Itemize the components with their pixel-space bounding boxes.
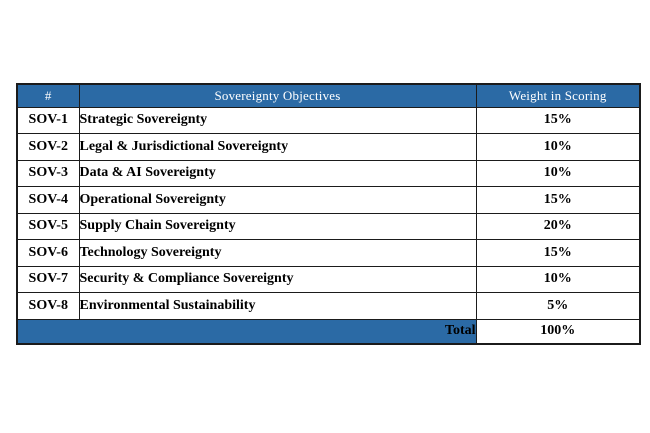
objective-cell: Supply Chain Sovereignty	[78, 212, 477, 240]
objective-cell: Operational Sovereignty	[78, 186, 477, 214]
total-weight-cell: 100%	[475, 318, 641, 345]
row-id-cell: SOV-1	[16, 106, 80, 134]
table-row: SOV-6 Technology Sovereignty 15%	[16, 239, 641, 267]
table-row: SOV-2 Legal & Jurisdictional Sovereignty…	[16, 133, 641, 161]
row-id-cell: SOV-2	[16, 133, 80, 161]
table-row: SOV-3 Data & AI Sovereignty 10%	[16, 159, 641, 187]
objective-cell: Security & Compliance Sovereignty	[78, 265, 477, 293]
header-objectives-cell: Sovereignty Objectives	[78, 83, 477, 108]
table-row: SOV-5 Supply Chain Sovereignty 20%	[16, 212, 641, 240]
table-row: SOV-7 Security & Compliance Sovereignty …	[16, 265, 641, 293]
objective-cell: Legal & Jurisdictional Sovereignty	[78, 133, 477, 161]
header-number-cell: #	[16, 83, 80, 108]
table-row: SOV-8 Environmental Sustainability 5%	[16, 292, 641, 320]
weight-cell: 15%	[475, 239, 641, 267]
weight-cell: 15%	[475, 106, 641, 134]
weight-cell: 10%	[475, 159, 641, 187]
objective-cell: Data & AI Sovereignty	[78, 159, 477, 187]
objective-cell: Environmental Sustainability	[78, 292, 477, 320]
table-row: SOV-1 Strategic Sovereignty 15%	[16, 106, 641, 134]
row-id-cell: SOV-8	[16, 292, 80, 320]
row-id-cell: SOV-3	[16, 159, 80, 187]
row-id-cell: SOV-6	[16, 239, 80, 267]
table-row: SOV-4 Operational Sovereignty 15%	[16, 186, 641, 214]
weight-cell: 20%	[475, 212, 641, 240]
objective-cell: Strategic Sovereignty	[78, 106, 477, 134]
row-id-cell: SOV-4	[16, 186, 80, 214]
table-total-row: Total 100%	[16, 318, 641, 345]
table-header-row: # Sovereignty Objectives Weight in Scori…	[16, 83, 641, 108]
objective-cell: Technology Sovereignty	[78, 239, 477, 267]
weight-cell: 15%	[475, 186, 641, 214]
weight-cell: 10%	[475, 265, 641, 293]
sovereignty-objectives-table: # Sovereignty Objectives Weight in Scori…	[16, 83, 641, 345]
weight-cell: 5%	[475, 292, 641, 320]
header-weight-cell: Weight in Scoring	[475, 83, 641, 108]
row-id-cell: SOV-5	[16, 212, 80, 240]
row-id-cell: SOV-7	[16, 265, 80, 293]
weight-cell: 10%	[475, 133, 641, 161]
total-label-cell: Total	[16, 318, 477, 345]
